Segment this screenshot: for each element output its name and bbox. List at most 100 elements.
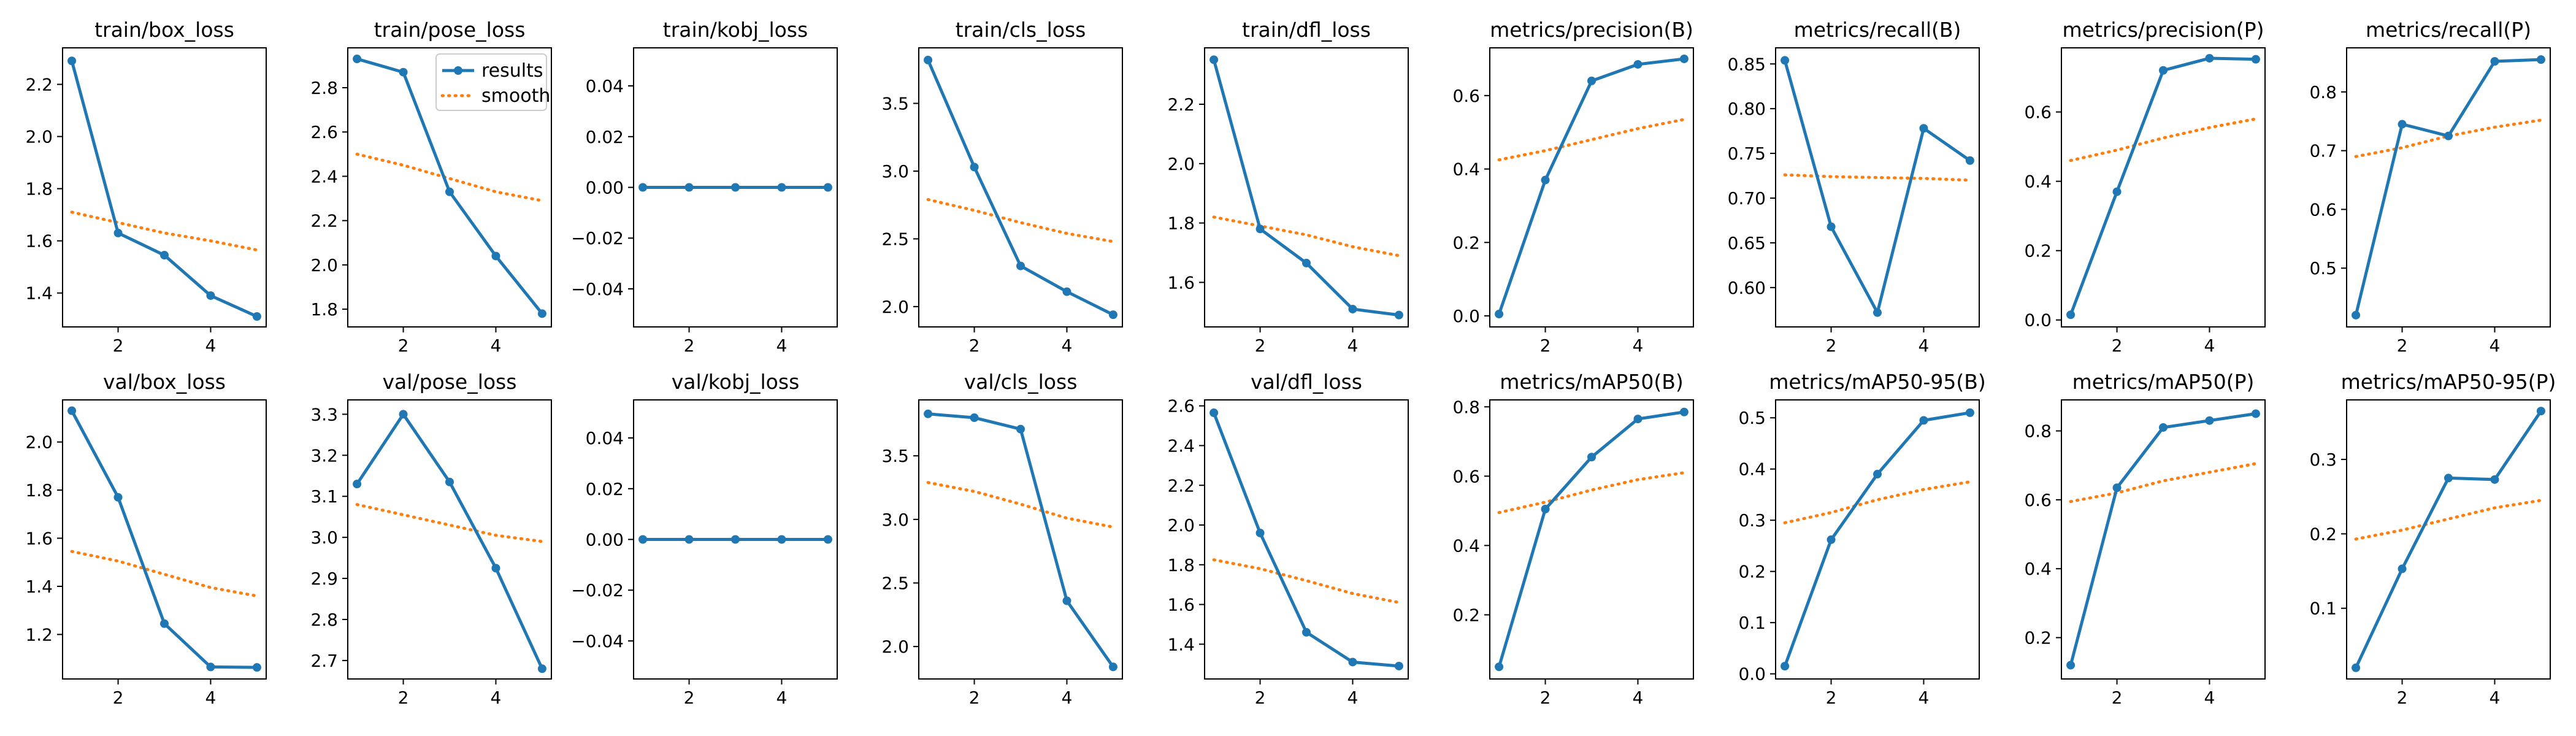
x-tick-label: 4 bbox=[776, 335, 788, 356]
results-point bbox=[1016, 261, 1025, 270]
x-tick-label: 2 bbox=[1255, 335, 1266, 356]
results-point bbox=[1302, 627, 1311, 637]
results-point bbox=[2066, 310, 2076, 320]
subplot-title: train/pose_loss bbox=[374, 18, 526, 42]
smooth-line bbox=[2354, 499, 2543, 541]
results-point bbox=[1255, 528, 1265, 537]
x-tick-label: 2 bbox=[398, 688, 409, 708]
x-tick-label: 4 bbox=[491, 335, 502, 356]
subplot-6: metrics/recall(B) 2 4 0.60 0.65 0.70 0.75 0.80 0… bbox=[1728, 18, 1980, 356]
subplot-8: metrics/recall(P) 2 4 0.5 0.6 0.7 0.8 bbox=[2309, 18, 2551, 356]
results-point bbox=[1016, 424, 1025, 434]
axes-frame bbox=[1204, 47, 1409, 328]
smooth-line bbox=[1212, 215, 1401, 258]
y-tick-label: −0.04 bbox=[571, 279, 624, 299]
results-point bbox=[206, 662, 215, 672]
y-tick-label: 2.0 bbox=[1167, 515, 1195, 535]
results-point bbox=[353, 55, 362, 64]
y-tick-label: 0.70 bbox=[1728, 188, 1766, 209]
smooth-line bbox=[355, 503, 544, 543]
results-point bbox=[67, 56, 77, 66]
y-tick-label: 2.2 bbox=[310, 211, 338, 231]
y-tick-label: 0.5 bbox=[2309, 258, 2337, 278]
axes-frame bbox=[347, 399, 552, 680]
results-line bbox=[70, 60, 258, 318]
y-tick-label: 0.04 bbox=[586, 76, 624, 96]
y-tick-label: 0.6 bbox=[1452, 86, 1480, 106]
results-point bbox=[684, 183, 694, 192]
results-point bbox=[924, 409, 933, 418]
results-point bbox=[2490, 475, 2499, 484]
legend-smooth-label: smooth bbox=[481, 85, 550, 107]
y-tick-label: 1.6 bbox=[25, 529, 53, 549]
y-tick-label: 0.4 bbox=[1738, 459, 1766, 480]
x-tick-label: 2 bbox=[2112, 335, 2123, 356]
results-point bbox=[731, 183, 740, 192]
results-point bbox=[1541, 175, 1550, 185]
smooth-line bbox=[2069, 117, 2258, 163]
subplot-13: val/dfl_loss 2 4 1.4 1.6 1.8 2.0 2.2 2.4 2.6 bbox=[1167, 370, 1409, 708]
subplot-14: metrics/mAP50(B) 2 4 0.2 0.4 0.6 0.8 bbox=[1452, 370, 1694, 708]
results-line bbox=[356, 412, 544, 670]
y-tick-label: 3.5 bbox=[881, 446, 909, 466]
subplot-title: metrics/precision(P) bbox=[2062, 18, 2264, 42]
results-point bbox=[2205, 53, 2214, 63]
axes-frame bbox=[1775, 399, 1980, 680]
results-point bbox=[399, 67, 408, 77]
subplot-title: val/dfl_loss bbox=[1251, 370, 1362, 394]
subplot-4: train/dfl_loss 2 4 1.6 1.8 2.0 2.2 bbox=[1167, 18, 1409, 356]
results-point bbox=[1348, 304, 1357, 313]
subplot-title: metrics/mAP50(P) bbox=[2072, 370, 2255, 394]
y-tick-label: 0.3 bbox=[2309, 450, 2337, 470]
subplot-title: train/kobj_loss bbox=[663, 18, 808, 42]
y-tick-label: 1.8 bbox=[25, 179, 53, 199]
results-line bbox=[2354, 58, 2542, 316]
y-tick-label: 1.4 bbox=[25, 283, 53, 304]
results-line bbox=[2069, 412, 2256, 666]
y-tick-label: 2.0 bbox=[1167, 154, 1195, 174]
x-tick-label: 4 bbox=[1347, 335, 1359, 356]
y-tick-label: 0.80 bbox=[1728, 99, 1766, 119]
results-line bbox=[2354, 410, 2542, 669]
y-tick-label: 0.2 bbox=[2024, 628, 2052, 648]
results-point bbox=[1919, 124, 1928, 133]
y-tick-label: 0.6 bbox=[1452, 466, 1480, 486]
subplot-title: train/dfl_loss bbox=[1242, 18, 1371, 42]
smooth-line bbox=[2069, 462, 2258, 504]
x-tick-label: 4 bbox=[1919, 335, 1930, 356]
y-tick-label: 3.5 bbox=[881, 94, 909, 114]
results-point bbox=[2066, 661, 2076, 670]
results-point bbox=[2159, 66, 2168, 75]
subplot-7: metrics/precision(P) 2 4 0.0 0.2 0.4 0.6 bbox=[2024, 18, 2266, 356]
x-tick-label: 4 bbox=[1633, 688, 1644, 708]
results-point bbox=[1302, 258, 1311, 267]
x-tick-label: 2 bbox=[1255, 688, 1266, 708]
y-tick-label: 3.3 bbox=[310, 404, 338, 424]
y-tick-label: 0.2 bbox=[2309, 524, 2337, 544]
x-tick-label: 2 bbox=[684, 335, 695, 356]
y-tick-label: 0.0 bbox=[1452, 306, 1480, 326]
results-point bbox=[2352, 663, 2361, 672]
y-tick-label: 0.02 bbox=[586, 479, 624, 499]
x-tick-label: 2 bbox=[969, 335, 980, 356]
results-point bbox=[206, 291, 215, 300]
results-point bbox=[537, 309, 546, 318]
smooth-line bbox=[1783, 480, 1972, 524]
y-tick-label: 2.8 bbox=[310, 610, 338, 630]
y-tick-label: 1.6 bbox=[1167, 595, 1195, 615]
y-tick-label: 0.3 bbox=[1738, 510, 1766, 531]
x-tick-label: 4 bbox=[2490, 688, 2501, 708]
y-tick-label: 3.2 bbox=[310, 445, 338, 466]
x-tick-label: 4 bbox=[1062, 688, 1073, 708]
results-point bbox=[1348, 657, 1357, 667]
axes-frame bbox=[62, 47, 267, 328]
results-line bbox=[70, 410, 257, 669]
results-point bbox=[1873, 308, 1882, 317]
results-point bbox=[2536, 407, 2545, 416]
axes-frame bbox=[633, 399, 838, 680]
results-line bbox=[1212, 59, 1400, 317]
y-tick-label: 0.1 bbox=[1738, 613, 1766, 633]
x-tick-label: 4 bbox=[2204, 688, 2215, 708]
y-tick-label: 2.4 bbox=[310, 166, 338, 186]
y-tick-label: −0.02 bbox=[571, 228, 624, 248]
